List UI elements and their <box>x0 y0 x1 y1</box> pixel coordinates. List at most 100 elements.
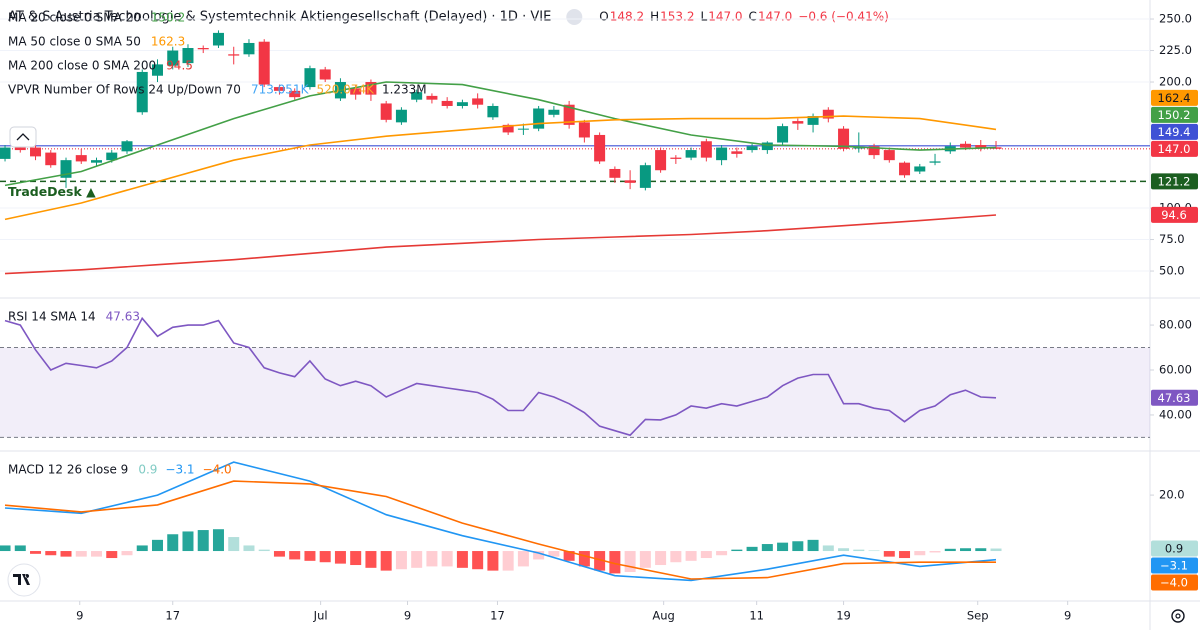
candle-body <box>243 42 255 55</box>
histogram-bar <box>594 551 606 571</box>
candle-body <box>700 141 712 158</box>
histogram-bar <box>578 551 590 567</box>
axis-tag <box>1151 123 1198 140</box>
candle-body <box>14 147 26 151</box>
legend-value: 520.074K <box>316 83 375 97</box>
candle-body <box>639 165 651 188</box>
candle-body <box>212 32 224 46</box>
legend-value: −4.0 <box>203 463 232 477</box>
price-change: −0.6 (−0.41%) <box>798 10 889 24</box>
histogram-bar <box>639 551 651 568</box>
candle-body <box>563 104 575 125</box>
candle-body <box>91 160 103 163</box>
histogram-bar <box>655 551 667 566</box>
histogram-bar <box>914 551 926 556</box>
candle-body <box>167 50 179 66</box>
series-line <box>4 214 997 275</box>
x-tick-label: 9 <box>76 609 83 623</box>
histogram-bar <box>212 529 224 552</box>
candle-body <box>838 128 850 149</box>
histogram-bar <box>45 551 57 556</box>
legend-value: 47.63 <box>106 310 140 324</box>
axis-tag-label: 147.0 <box>1158 142 1191 156</box>
candle-body <box>609 168 621 178</box>
histogram-bar <box>289 551 301 560</box>
histogram-bar <box>273 551 285 557</box>
legend-label: MA 50 close 0 SMA 50 <box>8 35 141 49</box>
candle-body <box>380 103 392 120</box>
candle-body <box>822 109 834 119</box>
y-tick-label: 40.00 <box>1159 407 1192 421</box>
axis-tag <box>1151 206 1198 223</box>
histogram-bar <box>731 549 743 552</box>
histogram-bar <box>0 545 11 552</box>
candle-body <box>517 128 529 130</box>
axis-tag-label: −3.1 <box>1160 559 1188 573</box>
legend-value: 94.5 <box>166 59 193 73</box>
histogram-bar <box>411 551 423 568</box>
candle-body <box>45 152 57 166</box>
candle-body <box>624 180 636 183</box>
histogram-bar <box>777 542 789 552</box>
candle-body <box>30 147 42 157</box>
candle-body <box>487 105 499 118</box>
candle-body <box>182 48 194 64</box>
candle-body <box>273 87 285 91</box>
legend-label: MACD 12 26 close 9 <box>8 463 128 477</box>
visibility-toggle[interactable] <box>566 9 583 25</box>
histogram-bar <box>151 539 163 552</box>
candle-body <box>121 141 133 152</box>
ohlc-value: 147.0 <box>708 10 742 24</box>
histogram-bar <box>395 551 407 570</box>
plot-layer: AT & S Austria Technologie & Systemtechn… <box>0 9 1198 623</box>
axis-tag <box>1151 106 1198 123</box>
candle-body <box>136 71 148 113</box>
candle-body <box>502 124 514 133</box>
ohlc-value: 153.2 <box>660 10 694 24</box>
histogram-bar <box>716 551 728 556</box>
legend-label: VPVR Number Of Rows 24 Up/Down 70 <box>8 83 241 97</box>
histogram-bar <box>960 548 972 552</box>
histogram-bar <box>700 551 712 559</box>
ohlc-key: L <box>701 10 708 24</box>
x-tick-label: Sep <box>967 609 989 623</box>
candle-body <box>151 64 163 76</box>
x-tick-label: 9 <box>1064 609 1071 623</box>
histogram-bar <box>14 545 26 552</box>
legend-value: −3.1 <box>165 463 194 477</box>
series-line <box>4 115 997 221</box>
series-line <box>4 81 997 187</box>
legend-label: MA 200 close 0 SMA 200 <box>8 59 156 73</box>
histogram-bar <box>167 534 179 552</box>
histogram-bar <box>975 548 987 552</box>
line-note: TradeDesk ▲ <box>8 184 96 199</box>
x-tick-label: 17 <box>165 609 180 623</box>
histogram-bar <box>136 545 148 552</box>
candle-body <box>746 146 758 151</box>
candle-body <box>411 92 423 100</box>
collapse-button[interactable] <box>9 126 37 148</box>
series-line <box>4 461 997 582</box>
legend-value: 713.051K <box>251 83 310 97</box>
candle-body <box>197 48 209 50</box>
candle-body <box>75 155 87 162</box>
axis-tag-label: 121.2 <box>1158 174 1191 188</box>
candle-body <box>441 100 453 106</box>
candle-body <box>350 88 362 95</box>
candle-body <box>899 162 911 176</box>
tradingview-logo[interactable] <box>7 563 41 597</box>
candle-body <box>365 82 377 95</box>
axis-tag <box>1151 140 1198 157</box>
candle-body <box>304 68 316 88</box>
histogram-bar <box>30 551 42 554</box>
candle-body <box>258 41 270 85</box>
histogram-bar <box>350 551 362 566</box>
histogram-bar <box>761 544 773 552</box>
histogram-bar <box>334 551 346 564</box>
settings-gear[interactable] <box>1171 609 1185 623</box>
histogram-bar <box>75 551 87 557</box>
legend-value: 162.3 <box>151 35 185 49</box>
histogram-bar <box>944 548 956 552</box>
histogram-bar <box>456 551 468 568</box>
